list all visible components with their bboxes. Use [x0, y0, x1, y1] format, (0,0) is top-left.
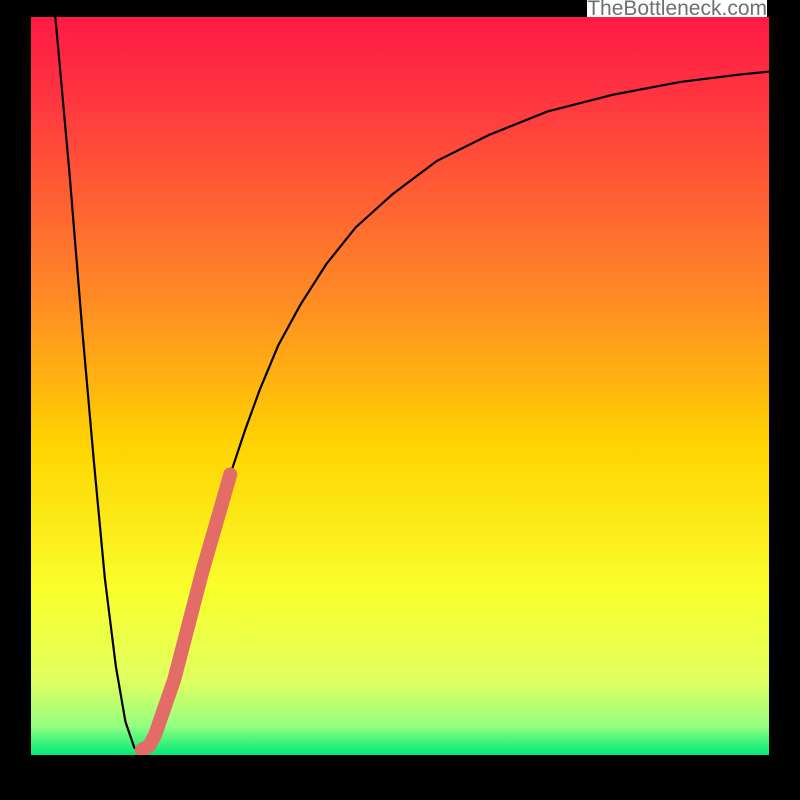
plot-frame: [31, 17, 769, 755]
highlight-segment: [142, 475, 231, 750]
bottleneck-curve: [55, 17, 769, 755]
chart-svg: [31, 17, 769, 755]
figure-root: TheBottleneck.com: [0, 0, 800, 800]
watermark-label: TheBottleneck.com: [587, 0, 767, 17]
